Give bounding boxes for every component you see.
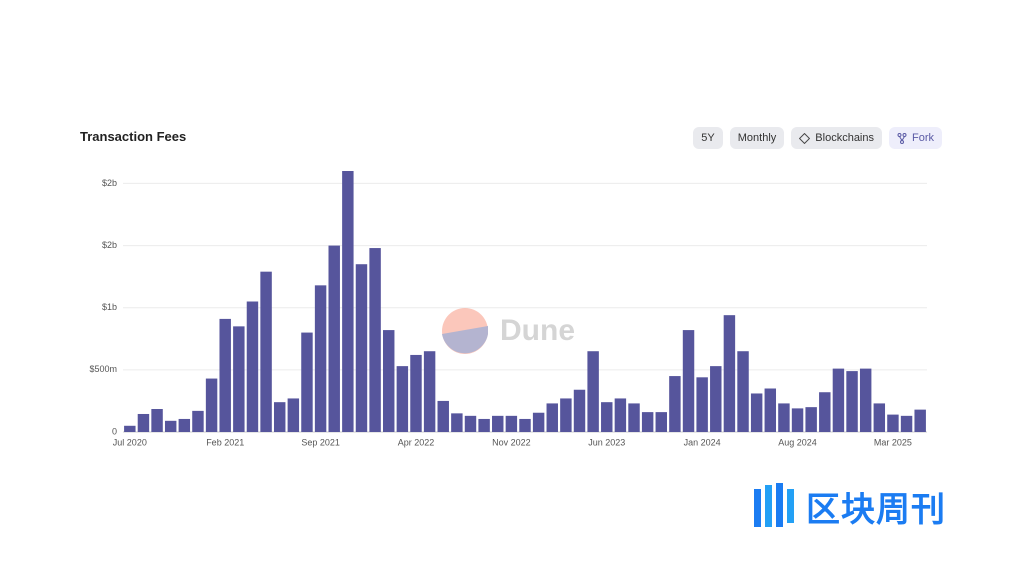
label: Fork xyxy=(912,132,934,144)
bar xyxy=(437,400,449,432)
bar xyxy=(832,368,845,432)
bar xyxy=(682,330,695,432)
toolbar: 5Y Monthly Blockchains Fork xyxy=(693,127,942,149)
bar xyxy=(342,171,354,432)
bar xyxy=(369,248,381,432)
y-tick-label: $500m xyxy=(89,364,117,374)
y-tick-label: $2b xyxy=(102,178,117,188)
bar xyxy=(137,413,150,432)
fork-button[interactable]: Fork xyxy=(889,127,942,149)
y-tick-label: 0 xyxy=(112,426,117,436)
bar xyxy=(451,413,463,432)
bar xyxy=(560,398,572,432)
bar xyxy=(328,245,340,432)
bar xyxy=(900,415,913,432)
bar xyxy=(655,412,667,432)
bar xyxy=(859,368,872,432)
icon xyxy=(897,132,907,144)
x-tick-label: Aug 2024 xyxy=(778,437,817,447)
bar xyxy=(696,377,708,432)
bar xyxy=(887,414,899,432)
bar xyxy=(478,418,490,432)
bar xyxy=(519,418,531,432)
bar xyxy=(301,332,313,432)
bar xyxy=(873,403,886,432)
bar xyxy=(805,407,817,432)
bar xyxy=(151,409,163,432)
bar xyxy=(628,403,640,432)
bar xyxy=(124,425,136,432)
x-tick-label: Jul 2020 xyxy=(113,437,147,447)
bar xyxy=(587,351,599,432)
bar xyxy=(383,330,395,432)
logo: 区块周刊 xyxy=(752,481,946,531)
bar xyxy=(723,315,736,432)
bar xyxy=(778,403,790,432)
bar xyxy=(764,388,777,432)
bar xyxy=(355,264,368,432)
bar xyxy=(287,398,300,432)
range-button[interactable]: 5Y xyxy=(693,127,723,149)
bar xyxy=(192,410,204,432)
x-tick-label: Apr 2022 xyxy=(398,437,435,447)
interval-button[interactable]: Monthly xyxy=(729,127,785,149)
bar xyxy=(710,366,722,432)
bar xyxy=(410,354,422,432)
x-tick-label: Feb 2021 xyxy=(206,437,244,447)
logo-icon xyxy=(754,483,794,527)
blockchains-button[interactable]: Blockchains xyxy=(791,127,882,149)
bar xyxy=(178,418,191,432)
y-tick-label: $2b xyxy=(102,240,117,250)
x-tick-label: Mar 2025 xyxy=(874,437,912,447)
x-tick-label: Nov 2022 xyxy=(492,437,531,447)
bar xyxy=(233,326,245,432)
bar xyxy=(601,402,613,432)
bar xyxy=(791,408,804,432)
y-tick-label: $1b xyxy=(102,302,117,312)
bar xyxy=(614,398,627,432)
bar xyxy=(846,371,858,432)
bar xyxy=(573,389,586,432)
bar xyxy=(314,285,327,432)
bar xyxy=(914,409,926,432)
bar xyxy=(737,351,749,432)
label: Blockchains xyxy=(815,132,874,144)
dune-icon xyxy=(442,308,488,354)
bar xyxy=(546,403,558,432)
bar xyxy=(819,392,831,432)
bar xyxy=(750,393,763,432)
bar xyxy=(505,415,518,432)
bar xyxy=(273,402,286,432)
logo-text: 区块周刊 xyxy=(806,490,946,529)
bar xyxy=(396,366,409,432)
bar xyxy=(423,351,436,432)
x-tick-label: Jan 2024 xyxy=(684,437,721,447)
bar xyxy=(164,420,177,432)
bar xyxy=(205,378,218,432)
bar xyxy=(641,412,654,432)
bar xyxy=(246,301,259,432)
bar xyxy=(464,415,477,432)
bar xyxy=(669,376,681,432)
icon xyxy=(799,132,811,144)
bar xyxy=(492,415,504,432)
x-tick-label: Sep 2021 xyxy=(301,437,340,447)
watermark: Dune xyxy=(442,308,575,354)
bar xyxy=(532,412,545,432)
x-tick-label: Jun 2023 xyxy=(588,437,625,447)
bar xyxy=(219,318,231,432)
chart-title: Transaction Fees xyxy=(80,129,187,144)
watermark-text: Dune xyxy=(500,314,575,347)
bar xyxy=(260,271,272,432)
